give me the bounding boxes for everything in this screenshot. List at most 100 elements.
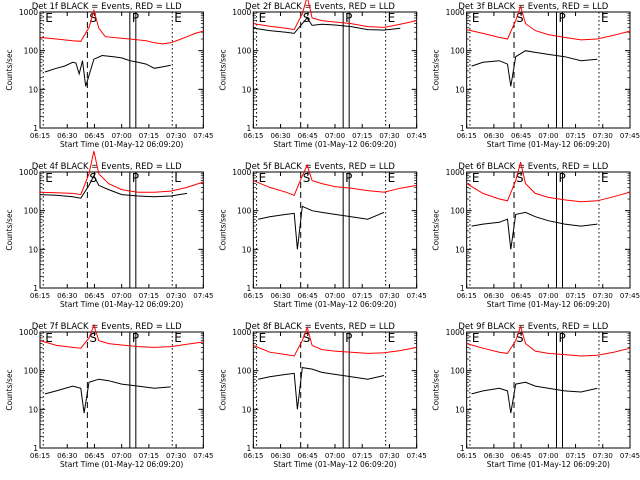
series-line-events [39, 174, 188, 199]
x-tick-label: 06:45 [84, 132, 104, 140]
x-tick-label: 06:15 [457, 292, 477, 300]
x-tick-label: 07:15 [352, 292, 372, 300]
y-tick-label: 1000 [19, 168, 38, 177]
y-tick-label: 10 [242, 405, 252, 414]
x-tick-label: 07:00 [112, 292, 132, 300]
marker-label: S [516, 11, 524, 25]
x-tick-label: 07:45 [620, 132, 640, 140]
x-tick-label: 06:30 [57, 292, 77, 300]
marker-label: S [516, 171, 524, 185]
y-axis-label: Counts/sec [218, 209, 227, 250]
marker-label: E [174, 11, 182, 25]
y-tick-label: 1 [460, 284, 465, 293]
marker-label: E [45, 11, 53, 25]
x-tick-label: 06:45 [298, 292, 318, 300]
x-tick-label: 06:45 [511, 452, 531, 460]
y-axis-label: Counts/sec [432, 369, 441, 410]
plot-frame [39, 11, 204, 129]
series-line-lld [466, 324, 631, 357]
y-tick-label: 10 [455, 85, 465, 94]
y-tick-label: 10 [28, 405, 38, 414]
marker-label: E [174, 331, 182, 345]
chart-title: Det 6f BLACK = Events, RED = LLD [458, 162, 608, 172]
y-tick-label: 100 [450, 367, 465, 376]
y-tick-label: 1000 [446, 8, 465, 17]
series-line-events [44, 378, 171, 414]
x-tick-label: 07:00 [325, 292, 345, 300]
x-tick-label: 06:15 [457, 132, 477, 140]
x-tick-label: 07:45 [407, 452, 427, 460]
marker-label: P [132, 11, 139, 25]
marker-label: P [345, 11, 352, 25]
chart-panel: Det 7f BLACK = Events, RED = LLD 1 10 100 10… [5, 322, 213, 469]
plot-frame [252, 331, 418, 449]
series-line-lld [466, 4, 631, 41]
x-tick-label: 07:30 [166, 132, 186, 140]
chart-title: Det 3f BLACK = Events, RED = LLD [458, 2, 608, 12]
x-tick-label: 07:45 [620, 292, 640, 300]
y-tick-label: 100 [450, 207, 465, 216]
x-tick-label: 07:30 [379, 452, 399, 460]
x-tick-label: 06:45 [511, 292, 531, 300]
series-line-events [258, 205, 385, 250]
x-tick-label: 06:45 [511, 132, 531, 140]
y-tick-label: 100 [24, 207, 39, 216]
x-axis-label: Start Time (01-May-12 06:09:20) [487, 460, 610, 469]
chart-panel: Det 2f BLACK = Events, RED = LLD 1 10 100 10… [218, 0, 427, 149]
marker-label: E [601, 331, 609, 345]
y-tick-label: 1000 [446, 328, 465, 337]
x-tick-label: 07:00 [112, 452, 132, 460]
x-tick-label: 06:45 [298, 132, 318, 140]
marker-label: P [132, 331, 139, 345]
x-tick-label: 07:30 [166, 452, 186, 460]
marker-label: P [558, 171, 565, 185]
y-tick-label: 10 [242, 245, 252, 254]
series-line-lld [253, 325, 417, 357]
y-tick-label: 1 [247, 124, 252, 133]
series-line-lld [466, 161, 631, 203]
plot-frame [39, 331, 204, 449]
x-tick-label: 06:15 [243, 292, 263, 300]
x-tick-label: 07:00 [538, 292, 558, 300]
marker-label: S [303, 171, 311, 185]
x-axis-label: Start Time (01-May-12 06:09:20) [273, 460, 396, 469]
x-tick-label: 06:15 [30, 132, 50, 140]
x-axis-label: Start Time (01-May-12 06:09:20) [487, 140, 610, 149]
x-tick-label: 07:15 [139, 292, 159, 300]
x-tick-label: 07:00 [538, 452, 558, 460]
x-tick-label: 06:45 [298, 452, 318, 460]
marker-label: S [303, 11, 311, 25]
y-axis-label: Counts/sec [432, 209, 441, 250]
x-tick-label: 07:45 [193, 292, 213, 300]
chart-title: Det 1f BLACK = Events, RED = LLD [32, 2, 182, 12]
x-tick-label: 07:15 [139, 132, 159, 140]
marker-label: E [259, 331, 267, 345]
x-tick-label: 07:15 [352, 132, 372, 140]
y-tick-label: 1 [247, 284, 252, 293]
series-line-lld [39, 8, 204, 45]
marker-label: S [303, 331, 311, 345]
chart-title: Det 7f BLACK = Events, RED = LLD [32, 322, 182, 332]
chart-panel: Det 8f BLACK = Events, RED = LLD 1 10 100 10… [218, 322, 426, 469]
marker-label: E [388, 331, 396, 345]
marker-label: E [601, 11, 609, 25]
x-tick-label: 06:15 [457, 452, 477, 460]
marker-label: P [345, 171, 352, 185]
x-tick-label: 06:15 [243, 132, 263, 140]
chart-title: Det 9f BLACK = Events, RED = LLD [458, 322, 608, 332]
y-tick-label: 1000 [19, 328, 38, 337]
chart-panel: Det 1f BLACK = Events, RED = LLD 1 10 100 10… [5, 2, 213, 149]
y-tick-label: 100 [237, 207, 252, 216]
y-tick-label: 10 [28, 245, 38, 254]
y-axis-label: Counts/sec [5, 209, 14, 250]
marker-label: E [259, 171, 267, 185]
x-tick-label: 07:00 [538, 132, 558, 140]
y-axis-label: Counts/sec [218, 369, 227, 410]
series-line-lld [253, 0, 417, 31]
x-tick-label: 06:45 [84, 292, 104, 300]
chart-panel: Det 3f BLACK = Events, RED = LLD 1 10 100 10… [432, 2, 640, 149]
x-tick-label: 07:15 [565, 132, 585, 140]
marker-label: E [45, 331, 53, 345]
y-tick-label: 100 [237, 367, 252, 376]
chart-panel: Det 9f BLACK = Events, RED = LLD 1 10 100 10… [432, 322, 640, 469]
